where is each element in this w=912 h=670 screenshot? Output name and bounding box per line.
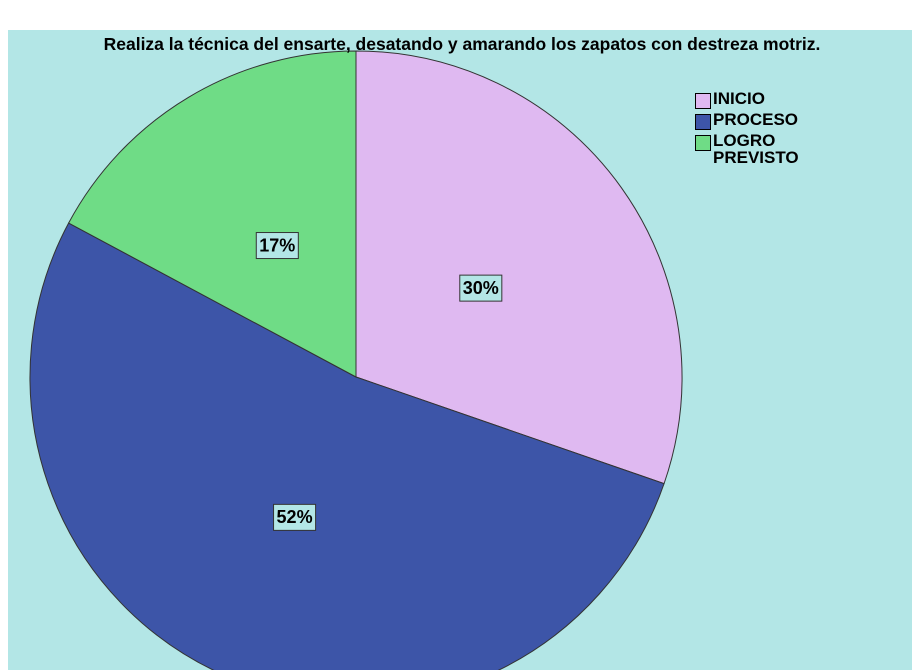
legend-item: INICIO xyxy=(695,90,855,109)
pie-slice xyxy=(29,222,665,670)
legend: INICIO PROCESO LOGRO PREVISTO xyxy=(695,90,855,168)
legend-swatch xyxy=(695,93,711,109)
legend-label: INICIO xyxy=(713,89,765,108)
legend-label: PROCESO xyxy=(713,110,799,129)
legend-swatch xyxy=(695,135,711,151)
legend-item: LOGRO PREVISTO xyxy=(695,132,855,166)
value-label: 30% xyxy=(463,278,499,298)
value-label-box xyxy=(273,503,317,531)
value-label-box xyxy=(459,274,503,302)
legend-item: PROCESO xyxy=(695,111,855,130)
chart-title: Realiza la técnica del ensarte, desatand… xyxy=(103,34,821,54)
value-label: 17% xyxy=(259,235,295,255)
legend-swatch xyxy=(695,114,711,130)
pie-slice xyxy=(355,50,683,485)
value-label-box xyxy=(255,232,299,260)
legend-label: LOGRO PREVISTO xyxy=(713,131,799,167)
pie-slice xyxy=(67,50,357,378)
value-label: 52% xyxy=(277,507,313,527)
